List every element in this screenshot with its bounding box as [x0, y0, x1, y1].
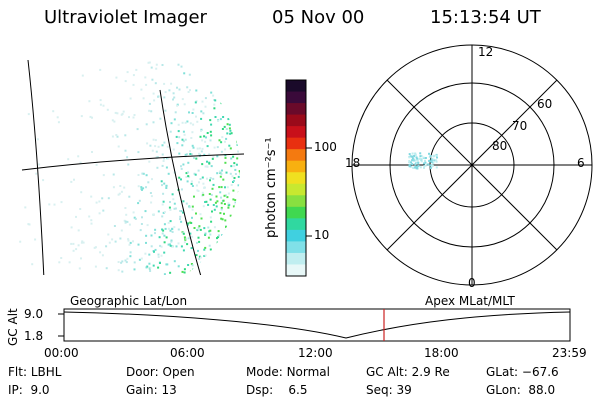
geo-grid-lines — [21, 59, 245, 275]
x-label-0000: 00:00 — [44, 346, 79, 360]
door-field: Door: Open — [126, 365, 195, 379]
colorbar-segment — [286, 183, 306, 196]
apex-label: Apex MLat/MLT — [425, 294, 515, 308]
mlat-label-60: 60 — [537, 97, 553, 111]
colorbar-segment — [286, 241, 306, 254]
colorbar-segment — [286, 114, 306, 127]
colorbar — [286, 80, 306, 277]
time-label: 15:13:54 UT — [430, 7, 541, 28]
x-label-1200: 12:00 — [298, 346, 333, 360]
colorbar-segment — [286, 229, 306, 242]
colorbar-segment — [286, 91, 306, 104]
colorbar-label-10: 10 — [314, 228, 330, 242]
altitude-curve — [63, 311, 571, 339]
colorbar-segment — [286, 252, 306, 265]
colorbar-segment — [286, 172, 306, 185]
colorbar-frame — [285, 79, 307, 277]
geographic-image — [19, 59, 245, 275]
instrument-title: Ultraviolet Imager — [44, 7, 207, 28]
colorbar-segment — [286, 218, 306, 231]
colorbar-segment — [286, 195, 306, 208]
polar-emission — [408, 152, 438, 170]
colorbar-unit-label: photon cm⁻²s⁻¹ — [264, 137, 279, 238]
mlt-label-12: 12 — [478, 45, 494, 59]
mlat-label-70: 70 — [512, 119, 528, 133]
y-label-9: 9.0 — [24, 307, 44, 321]
colorbar-segment — [286, 160, 306, 173]
gain-field: Gain: 13 — [126, 383, 177, 397]
glat-field: GLat: −67.6 — [486, 365, 559, 379]
colorbar-segment — [286, 137, 306, 150]
mlt-label-6: 6 — [577, 156, 585, 170]
colorbar-segment — [286, 206, 306, 219]
flt-field: Flt: LBHL — [8, 365, 62, 379]
x-label-0600: 06:00 — [170, 346, 205, 360]
x-label-2359: 23:59 — [552, 346, 587, 360]
altitude-plot-frame — [63, 308, 571, 342]
mlat-label-80: 80 — [492, 139, 508, 153]
emission-pixels — [19, 60, 240, 275]
mode-field: Mode: Normal — [246, 365, 330, 379]
gc-alt-axis-label: GC Alt — [6, 308, 20, 346]
date-label: 05 Nov 00 — [272, 7, 365, 28]
colorbar-segment — [286, 264, 306, 277]
y-label-1.8: 1.8 — [24, 329, 44, 343]
x-label-1800: 18:00 — [424, 346, 459, 360]
polar-plot — [351, 44, 593, 286]
ip-field: IP: 9.0 — [8, 383, 50, 397]
colorbar-segment — [286, 103, 306, 116]
colorbar-segment — [286, 126, 306, 139]
mlt-label-18: 18 — [345, 156, 361, 170]
gc-alt-field: GC Alt: 2.9 Re — [366, 365, 450, 379]
colorbar-label-100: 100 — [314, 140, 337, 154]
dsp-field: Dsp: 6.5 — [246, 383, 308, 397]
seq-field: Seq: 39 — [366, 383, 412, 397]
mlt-label-0: 0 — [468, 276, 476, 290]
geographic-label: Geographic Lat/Lon — [70, 294, 188, 308]
colorbar-segment — [286, 149, 306, 162]
colorbar-segment — [286, 80, 306, 93]
glon-field: GLon: 88.0 — [486, 383, 556, 397]
